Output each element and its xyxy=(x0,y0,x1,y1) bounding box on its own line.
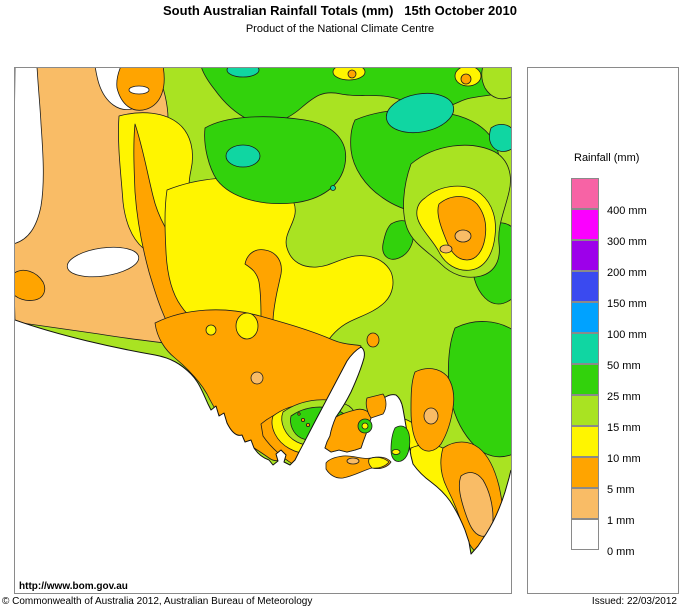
legend-label: 0 mm xyxy=(607,546,635,558)
legend-row: 150 mm xyxy=(571,271,647,310)
contour-5mm-yorke-neck xyxy=(365,393,387,419)
legend-label: 10 mm xyxy=(607,453,641,465)
legend-swatch xyxy=(571,457,599,488)
contour-50mm-dot xyxy=(330,185,336,191)
legend-title: Rainfall (mm) xyxy=(574,152,640,164)
legend-label: 50 mm xyxy=(607,360,641,372)
contour-1mm-eyre-coast xyxy=(250,371,264,385)
contour-1mm-ne-spot-b xyxy=(439,244,453,254)
bom-url-label: http://www.bom.gov.au xyxy=(19,581,128,592)
contour-10mm-eyre-dot xyxy=(205,324,217,336)
legend-row: 200 mm xyxy=(571,240,647,279)
page-title: South Australian Rainfall Totals (mm) 15… xyxy=(163,3,517,18)
legend-row: 15 mm xyxy=(571,395,641,434)
legend-row: 300 mm xyxy=(571,209,647,248)
contour-50mm-ne xyxy=(385,92,455,134)
contour-25mm-adelaide-strip xyxy=(390,425,411,462)
legend-swatch xyxy=(571,488,599,519)
legend-swatch xyxy=(571,333,599,364)
legend-label: 200 mm xyxy=(607,267,647,279)
contour-0mm-ring-hole xyxy=(128,85,150,95)
contour-5mm-west-edge xyxy=(15,269,46,301)
issued-date: Issued: 22/03/2012 xyxy=(591,596,677,607)
legend-swatch xyxy=(571,302,599,333)
legend-row: 25 mm xyxy=(571,364,641,403)
ocean xyxy=(15,320,511,593)
legend-scale: 400 mm 300 mm 200 mm 150 mm 100 mm 50 mm 25 mm… xyxy=(571,178,647,558)
legend-label: 400 mm xyxy=(607,205,647,217)
legend-row: 50 mm xyxy=(571,333,641,372)
contour-50mm-ne-edge xyxy=(489,124,511,152)
contour-50mm-top xyxy=(226,68,260,78)
legend-panel: Rainfall (mm) 400 mm 300 mm 200 mm 150 mm 10… xyxy=(527,67,679,594)
legend-swatch xyxy=(571,178,599,209)
contour-5mm-shore-dot xyxy=(366,332,380,348)
legend-swatch xyxy=(571,240,599,271)
legend-row: 1 mm xyxy=(571,488,635,527)
contour-1mm-gsv-spot xyxy=(423,407,439,425)
legend-label: 5 mm xyxy=(607,484,635,496)
coastline xyxy=(15,319,511,555)
contour-5mm-hook xyxy=(244,249,282,323)
legend-row: 0 mm xyxy=(571,519,635,558)
legend-swatch xyxy=(571,271,599,302)
legend-label: 1 mm xyxy=(607,515,635,527)
legend-label: 25 mm xyxy=(607,391,641,403)
contour-5mm-ne-core xyxy=(437,196,487,261)
contour-1mm-ne-spot-a xyxy=(454,229,472,243)
legend-row: 100 mm xyxy=(571,302,647,341)
legend-label: 150 mm xyxy=(607,298,647,310)
legend-swatch xyxy=(571,426,599,457)
contour-0mm-coastal-hole xyxy=(66,246,140,278)
island-dot-b xyxy=(305,422,310,427)
legend-swatch xyxy=(571,519,599,550)
contour-10mm-eyre-patch xyxy=(235,312,259,340)
legend-swatch xyxy=(571,209,599,240)
legend-row: 5 mm xyxy=(571,457,635,496)
legend-swatch xyxy=(571,364,599,395)
contour-5mm-topright-dot xyxy=(460,73,472,85)
contour-5mm-yorke-boot xyxy=(324,408,373,453)
kangaroo-island-1mm-spot xyxy=(346,457,360,465)
contour-50mm-center xyxy=(225,144,261,168)
contour-25mm-top-strip xyxy=(201,68,511,124)
map-panel: http://www.bom.gov.au xyxy=(14,67,512,594)
legend-swatch xyxy=(571,395,599,426)
contour-5mm-top-dot xyxy=(347,69,357,79)
island-dot-c xyxy=(297,412,301,416)
kangaroo-island-east-10mm xyxy=(368,456,390,469)
island-dot-a xyxy=(300,417,305,422)
contour-15mm-ne-corner xyxy=(481,68,511,100)
islet-10mm xyxy=(391,449,401,455)
page-subtitle: Product of the National Climate Centre xyxy=(245,23,435,35)
copyright-text: © Commonwealth of Australia 2012, Austra… xyxy=(2,596,313,607)
rainfall-map xyxy=(15,68,511,593)
contour-10mm-yorke-dot xyxy=(361,422,369,430)
legend-label: 15 mm xyxy=(607,422,641,434)
legend-label: 100 mm xyxy=(607,329,647,341)
legend-label: 300 mm xyxy=(607,236,647,248)
legend-row: 10 mm xyxy=(571,426,641,465)
legend-row: 400 mm xyxy=(571,178,647,217)
